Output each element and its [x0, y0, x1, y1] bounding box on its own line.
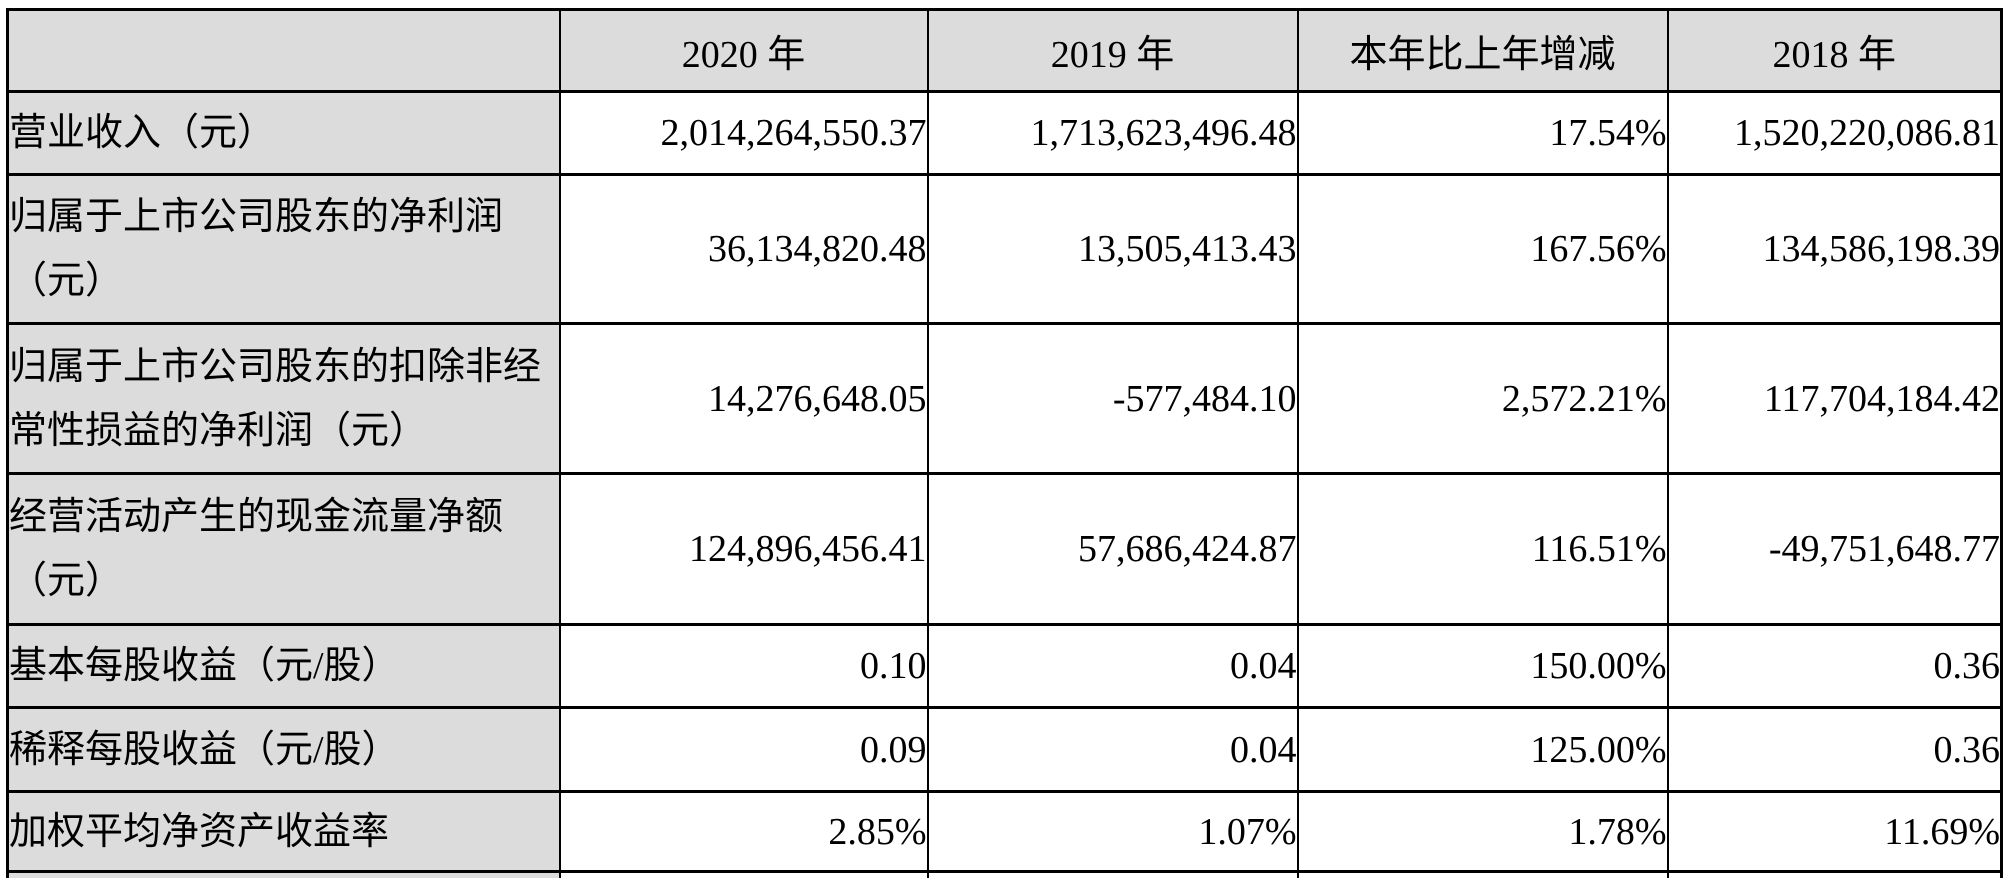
- cell-2019-value: [926, 870, 1299, 878]
- cell-change-value: [1296, 870, 1669, 878]
- cell-2020-value: 0.10: [558, 623, 929, 709]
- cell-2019-value: 1.07%: [926, 790, 1299, 873]
- row-label: 营业收入（元）: [6, 90, 561, 176]
- cell-change-value: 2,572.21%: [1296, 322, 1669, 475]
- header-year-2020: 2020 年: [558, 8, 929, 93]
- cell-2020-value: [558, 870, 929, 878]
- financial-summary-table: 2020 年 2019 年 本年比上年增减 2018 年 营业收入（元） 2,0…: [6, 8, 2003, 878]
- cell-change-value: 167.56%: [1296, 173, 1669, 325]
- cell-2018-value: 117,704,184.42: [1666, 322, 2003, 475]
- table-row-diluted-eps: 稀释每股收益（元/股） 0.09 0.04 125.00% 0.36: [6, 706, 2003, 793]
- table-row-net-profit-excl-nonrecurring: 归属于上市公司股东的扣除非经 常性损益的净利润（元） 14,276,648.05…: [6, 322, 2003, 475]
- cell-2020-value: 2.85%: [558, 790, 929, 873]
- header-row: 2020 年 2019 年 本年比上年增减 2018 年: [6, 8, 2003, 93]
- cell-2019-value: 13,505,413.43: [926, 173, 1299, 325]
- table-row-weighted-avg-roe: 加权平均净资产收益率 2.85% 1.07% 1.78% 11.69%: [6, 790, 2003, 873]
- cell-change-value: 17.54%: [1296, 90, 1669, 176]
- table-row-partial-clipped: [6, 870, 2003, 878]
- row-label: 经营活动产生的现金流量净额 （元）: [6, 472, 561, 626]
- cell-2020-value: 124,896,456.41: [558, 472, 929, 626]
- cell-2018-value: -49,751,648.77: [1666, 472, 2003, 626]
- cell-2018-value: 0.36: [1666, 706, 2003, 793]
- cell-change-value: 1.78%: [1296, 790, 1669, 873]
- cell-2018-value: 11.69%: [1666, 790, 2003, 873]
- cell-2020-value: 36,134,820.48: [558, 173, 929, 325]
- cell-change-value: 150.00%: [1296, 623, 1669, 709]
- header-year-2018: 2018 年: [1666, 8, 2003, 93]
- cell-2019-value: 57,686,424.87: [926, 472, 1299, 626]
- table-row-operating-cash-flow: 经营活动产生的现金流量净额 （元） 124,896,456.41 57,686,…: [6, 472, 2003, 626]
- row-label: 基本每股收益（元/股）: [6, 623, 561, 709]
- cell-2019-value: 0.04: [926, 623, 1299, 709]
- cell-change-value: 116.51%: [1296, 472, 1669, 626]
- header-blank-cell: [6, 8, 561, 93]
- cell-2020-value: 0.09: [558, 706, 929, 793]
- row-label: 归属于上市公司股东的扣除非经 常性损益的净利润（元）: [6, 322, 561, 475]
- cell-2019-value: -577,484.10: [926, 322, 1299, 475]
- row-label: 加权平均净资产收益率: [6, 790, 561, 873]
- table-row-revenue: 营业收入（元） 2,014,264,550.37 1,713,623,496.4…: [6, 90, 2003, 176]
- header-year-2019: 2019 年: [926, 8, 1299, 93]
- cell-2018-value: [1666, 870, 2003, 878]
- cell-2019-value: 1,713,623,496.48: [926, 90, 1299, 176]
- row-label: [6, 870, 561, 878]
- cell-change-value: 125.00%: [1296, 706, 1669, 793]
- header-yoy-change: 本年比上年增减: [1296, 8, 1669, 93]
- table-row-basic-eps: 基本每股收益（元/股） 0.10 0.04 150.00% 0.36: [6, 623, 2003, 709]
- row-label: 稀释每股收益（元/股）: [6, 706, 561, 793]
- cell-2018-value: 134,586,198.39: [1666, 173, 2003, 325]
- cell-2018-value: 1,520,220,086.81: [1666, 90, 2003, 176]
- cell-2019-value: 0.04: [926, 706, 1299, 793]
- cell-2020-value: 14,276,648.05: [558, 322, 929, 475]
- row-label: 归属于上市公司股东的净利润 （元）: [6, 173, 561, 325]
- cell-2020-value: 2,014,264,550.37: [558, 90, 929, 176]
- table-row-net-profit: 归属于上市公司股东的净利润 （元） 36,134,820.48 13,505,4…: [6, 173, 2003, 325]
- cell-2018-value: 0.36: [1666, 623, 2003, 709]
